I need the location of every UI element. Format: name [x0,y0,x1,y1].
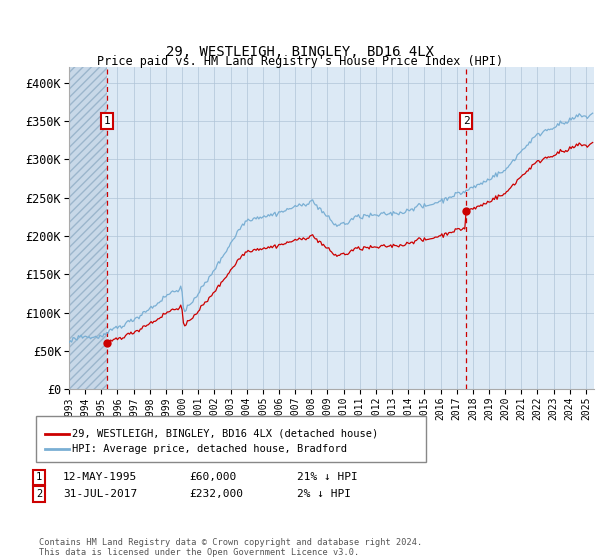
Text: 21% ↓ HPI: 21% ↓ HPI [297,472,358,482]
Text: Contains HM Land Registry data © Crown copyright and database right 2024.
This d: Contains HM Land Registry data © Crown c… [39,538,422,557]
Text: 12-MAY-1995: 12-MAY-1995 [63,472,137,482]
Text: £232,000: £232,000 [189,489,243,499]
Text: Price paid vs. HM Land Registry's House Price Index (HPI): Price paid vs. HM Land Registry's House … [97,55,503,68]
Text: 29, WESTLEIGH, BINGLEY, BD16 4LX: 29, WESTLEIGH, BINGLEY, BD16 4LX [166,45,434,59]
Text: 2: 2 [463,116,469,126]
Text: 1: 1 [36,472,42,482]
Text: 2: 2 [36,489,42,499]
Text: £60,000: £60,000 [189,472,236,482]
Text: 2% ↓ HPI: 2% ↓ HPI [297,489,351,499]
Text: HPI: Average price, detached house, Bradford: HPI: Average price, detached house, Brad… [72,444,347,454]
Text: 1: 1 [104,116,110,126]
Text: 31-JUL-2017: 31-JUL-2017 [63,489,137,499]
Bar [69,67,107,389]
Text: 29, WESTLEIGH, BINGLEY, BD16 4LX (detached house): 29, WESTLEIGH, BINGLEY, BD16 4LX (detach… [72,429,378,439]
